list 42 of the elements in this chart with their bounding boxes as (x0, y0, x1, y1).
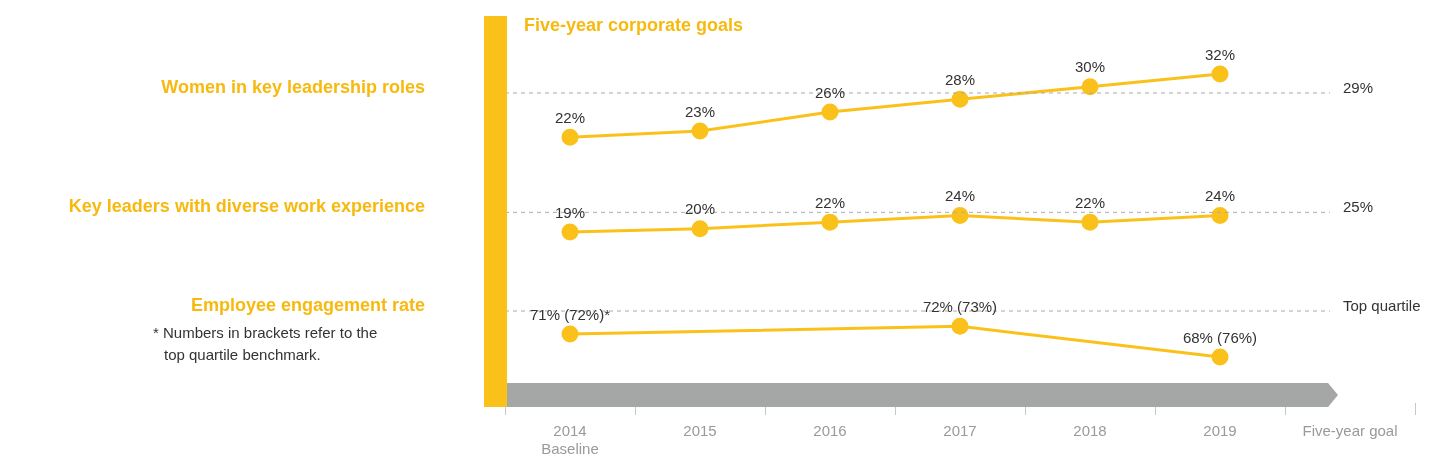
y-axis-title: Key leaders with diverse work experience (68, 196, 425, 217)
point (1211, 65, 1229, 83)
point (951, 207, 969, 225)
point (561, 223, 579, 241)
data-label: 68% (76%) (1182, 328, 1258, 346)
point (691, 122, 709, 140)
y-axis-title: Employee engagement rate (190, 294, 425, 315)
point (561, 128, 579, 146)
data-label: 26% (814, 83, 846, 101)
x-tick-label: 2015 (683, 422, 717, 440)
data-label: 23% (684, 102, 716, 120)
point (821, 213, 839, 231)
data-label: 20% (684, 200, 716, 218)
data-label: 22% (814, 193, 846, 211)
ref-line-label: 29% (1343, 79, 1374, 97)
data-label: 24% (944, 187, 976, 205)
point (1211, 207, 1229, 225)
data-label: 72% (73%) (922, 297, 998, 315)
x-tick-label: 2019 (1203, 422, 1237, 440)
ref-line-label: 25% (1343, 198, 1374, 216)
text: * Numbers in brackets refer to the top quartile benchmark. (153, 324, 378, 364)
data-label: 30% (1074, 58, 1106, 76)
x-tick-label: Five-year goal (1302, 422, 1398, 440)
x-tick-label: 2017 (943, 422, 977, 440)
y-axis-title: Women in key leadership roles (161, 76, 425, 97)
point (1081, 213, 1099, 231)
data-label: 32% (1204, 45, 1236, 63)
x-tick-label: 2018 (1073, 422, 1107, 440)
x-tick-label: 2014 Baseline (541, 422, 599, 458)
data-label: 24% (1204, 187, 1236, 205)
data-label: 22% (554, 108, 586, 126)
point (1081, 78, 1099, 96)
x-tick-label: 2016 (813, 422, 847, 440)
data-label: 71% (72%)* (529, 305, 611, 323)
point (821, 103, 839, 121)
data-label: 28% (944, 70, 976, 88)
point (691, 220, 709, 238)
data-label: 19% (554, 203, 586, 221)
data-label: 22% (1074, 193, 1106, 211)
chart-title: Five-year corporate goals (524, 14, 744, 35)
ref-line-label: Top quartile (1343, 297, 1421, 315)
point (951, 90, 969, 108)
